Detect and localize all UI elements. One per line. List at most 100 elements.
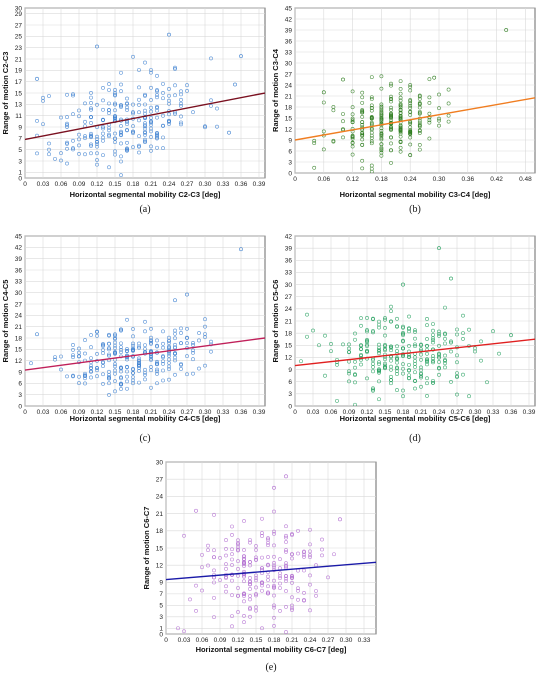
- data-point: [389, 96, 393, 101]
- data-point: [125, 386, 129, 391]
- y-tick-label: 21: [285, 93, 293, 100]
- data-point: [379, 119, 384, 124]
- data-point: [379, 106, 384, 110]
- data-point: [383, 343, 387, 347]
- data-point: [377, 379, 381, 384]
- data-point: [101, 153, 105, 158]
- data-point: [173, 111, 177, 116]
- data-point: [137, 359, 141, 364]
- data-point: [212, 555, 216, 560]
- data-point: [143, 329, 147, 334]
- data-point: [143, 102, 147, 107]
- data-point: [425, 359, 429, 364]
- data-point: [379, 117, 384, 122]
- data-point: [248, 587, 252, 591]
- data-point: [209, 349, 213, 354]
- data-point: [59, 354, 63, 359]
- data-point: [137, 110, 141, 115]
- data-point: [53, 156, 57, 161]
- data-point: [431, 336, 435, 341]
- data-point: [137, 102, 141, 107]
- data-point: [395, 316, 399, 321]
- data-point: [224, 553, 228, 558]
- data-point: [413, 358, 417, 363]
- data-point: [113, 351, 117, 356]
- data-point: [360, 137, 365, 142]
- data-point: [365, 328, 369, 332]
- data-point: [389, 94, 393, 99]
- data-point: [71, 147, 75, 152]
- data-point: [379, 148, 384, 153]
- data-point: [266, 574, 270, 579]
- data-point: [167, 32, 171, 37]
- data-point: [113, 389, 117, 394]
- y-tick-label: 12: [156, 563, 164, 570]
- data-point: [290, 595, 294, 600]
- data-point: [312, 165, 317, 170]
- data-point: [137, 134, 141, 139]
- data-point: [215, 106, 219, 111]
- x-axis-label: Horizontal segmental mobility C4-C5 [deg…: [70, 414, 221, 423]
- data-point: [379, 107, 384, 112]
- data-point: [83, 338, 87, 342]
- data-point: [389, 115, 393, 120]
- data-point: [341, 112, 345, 116]
- data-point: [47, 141, 51, 146]
- data-point: [125, 101, 129, 106]
- data-point: [149, 364, 153, 369]
- y-tick-label: 39: [15, 256, 23, 263]
- data-point: [479, 358, 483, 363]
- data-point: [119, 103, 123, 108]
- data-point: [290, 603, 294, 608]
- data-point: [329, 349, 333, 354]
- data-point: [379, 132, 384, 136]
- data-point: [194, 508, 198, 513]
- data-point: [449, 380, 453, 384]
- y-tick-label: 36: [285, 38, 293, 45]
- data-point: [389, 105, 393, 110]
- data-point: [71, 138, 75, 143]
- data-point: [200, 552, 204, 557]
- data-point: [389, 309, 393, 314]
- data-point: [236, 542, 240, 547]
- data-point: [155, 371, 159, 376]
- data-point: [284, 630, 288, 634]
- data-point: [431, 322, 435, 326]
- data-point: [77, 114, 81, 119]
- data-point: [131, 129, 135, 134]
- y-tick-label: 33: [285, 49, 293, 56]
- data-point: [143, 130, 147, 135]
- x-tick-label: 0.03: [178, 637, 191, 644]
- data-point: [284, 564, 288, 569]
- data-point: [101, 381, 105, 386]
- data-point: [125, 349, 129, 354]
- data-point: [398, 129, 403, 134]
- y-tick-label: 27: [285, 294, 293, 301]
- data-point: [437, 118, 441, 123]
- data-point: [173, 67, 177, 71]
- data-point: [212, 580, 216, 585]
- y-tick-label: 13: [15, 102, 23, 109]
- data-point: [182, 533, 186, 538]
- data-point: [101, 124, 105, 129]
- data-point: [143, 139, 147, 144]
- data-point: [353, 359, 357, 364]
- data-point: [379, 102, 384, 107]
- data-point: [119, 141, 123, 146]
- data-point: [242, 620, 246, 625]
- data-point: [431, 328, 435, 333]
- data-point: [161, 354, 165, 359]
- data-point: [167, 351, 171, 356]
- data-point: [413, 379, 417, 384]
- data-point: [113, 332, 117, 337]
- data-point: [161, 359, 165, 364]
- data-point: [167, 338, 171, 343]
- data-point: [272, 509, 276, 514]
- data-point: [398, 87, 403, 91]
- x-tick-label: 0.12: [346, 176, 359, 183]
- data-point: [65, 121, 69, 126]
- data-point: [206, 563, 210, 568]
- data-point: [173, 355, 177, 360]
- data-point: [101, 126, 105, 131]
- data-point: [59, 158, 63, 163]
